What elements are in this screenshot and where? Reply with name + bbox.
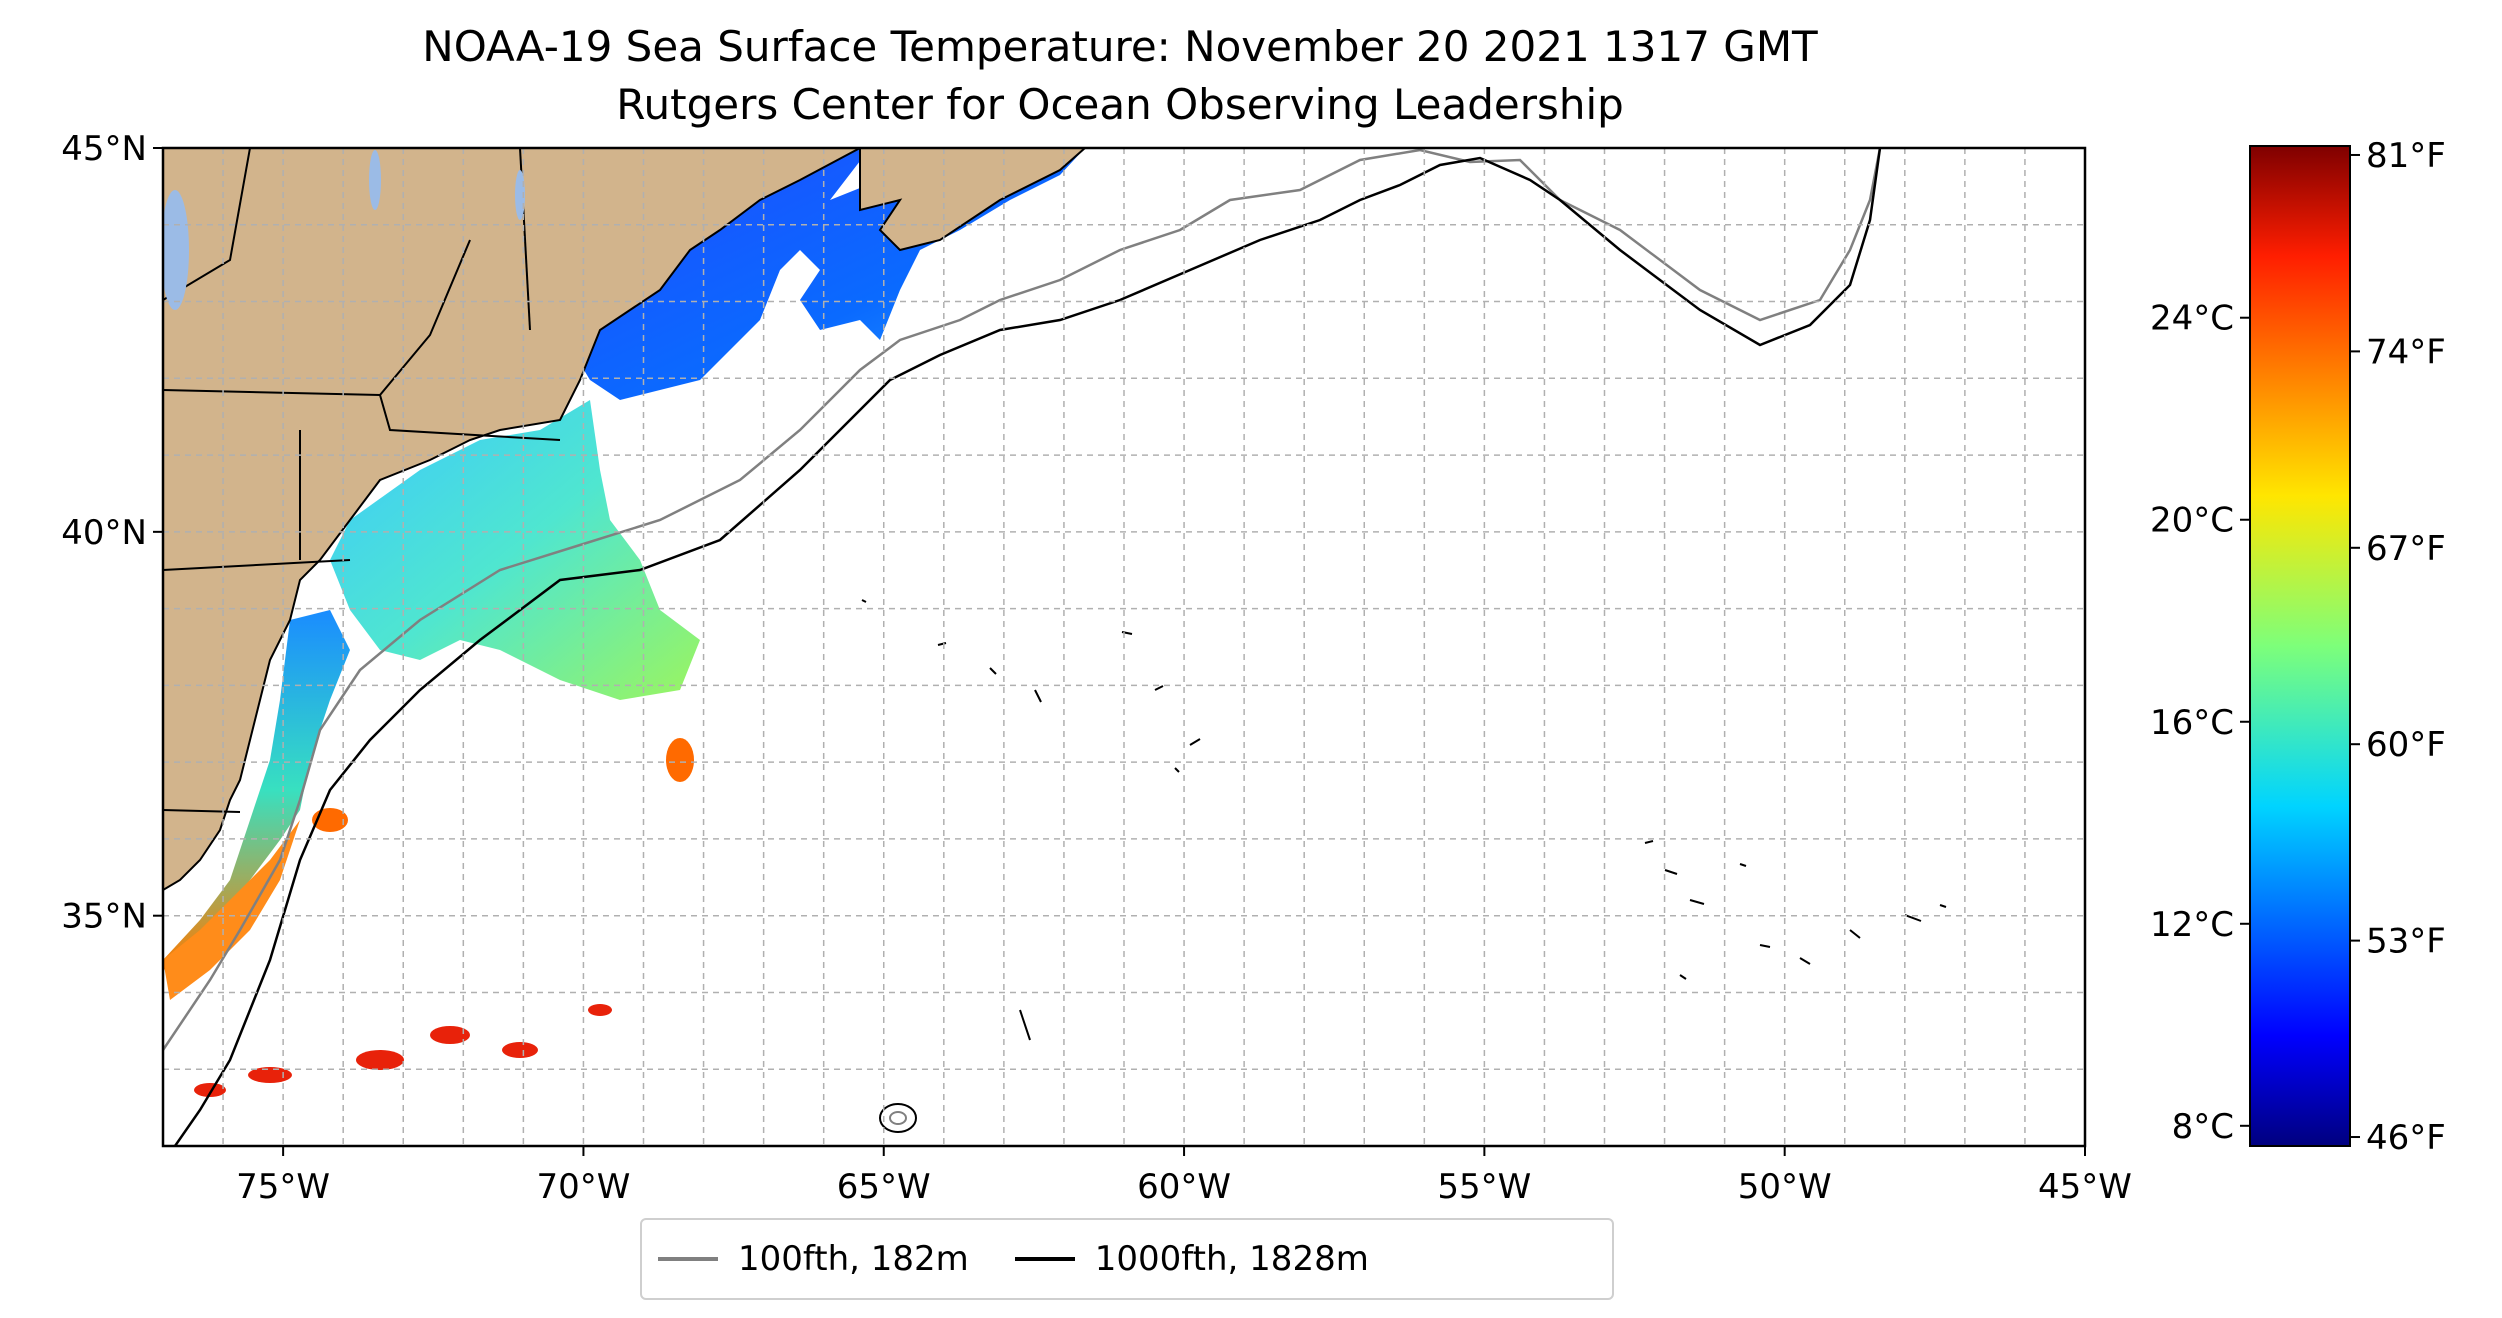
fahrenheit-tick-label: 81°F: [2366, 136, 2446, 176]
celsius-tick-label: 12°C: [2150, 905, 2234, 945]
fahrenheit-tick-label: 74°F: [2366, 332, 2446, 372]
colorbar-gradient: [2249, 145, 2351, 1147]
sst-mid-atlantic-shelf: [330, 400, 700, 700]
map-title: NOAA-19 Sea Surface Temperature: Novembe…: [422, 22, 1818, 71]
lon-tick-label: 55°W: [1437, 1167, 1531, 1207]
legend-item-100fth: 100fth, 182m: [658, 1239, 969, 1279]
fahrenheit-tick-label: 67°F: [2366, 529, 2446, 569]
lat-tick-label: 40°N: [61, 513, 147, 553]
sst-warm-patches: [194, 738, 694, 1097]
fahrenheit-tick-label: 60°F: [2366, 725, 2446, 765]
celsius-tick-label: 16°C: [2150, 703, 2234, 743]
isobath-100fth: [163, 148, 1882, 1051]
lon-tick-label: 45°W: [2038, 1167, 2132, 1207]
legend-line-black: [1014, 1257, 1075, 1261]
land-north-america: [163, 148, 861, 892]
state-borders: [163, 148, 561, 813]
lon-tick-labels: 75°W 70°W 65°W 60°W 55°W 50°W 45°W: [236, 1146, 2132, 1207]
celsius-tick-label: 8°C: [2172, 1107, 2234, 1147]
legend: 100fth, 182m 1000fth, 1828m: [640, 1218, 1614, 1300]
fahrenheit-ticks: 81°F 74°F 67°F 60°F 53°F 46°F: [2350, 136, 2446, 1158]
map-border: [161, 146, 2087, 1148]
lat-tick-label: 35°N: [61, 897, 147, 937]
fahrenheit-tick-label: 53°F: [2366, 922, 2446, 962]
lakes: [163, 150, 525, 310]
legend-item-1000fth: 1000fth, 1828m: [1014, 1239, 1369, 1279]
graticule: [163, 148, 2085, 1146]
lon-tick-label: 50°W: [1738, 1167, 1832, 1207]
lon-tick-label: 75°W: [236, 1167, 330, 1207]
colorbar: 24°C 20°C 16°C 12°C 8°C 81°F 74°F 67°F 60°F 53°F…: [2150, 136, 2446, 1158]
lat-tick-labels: 45°N 40°N 35°N: [61, 129, 163, 937]
map-subtitle: Rutgers Center for Ocean Observing Leade…: [616, 80, 1624, 129]
legend-label-100fth: 100fth, 182m: [738, 1239, 969, 1279]
celsius-tick-label: 20°C: [2150, 501, 2234, 541]
lon-tick-label: 60°W: [1137, 1167, 1231, 1207]
sst-southeast-shelf: [163, 610, 350, 970]
legend-line-gray: [658, 1257, 718, 1261]
celsius-ticks: 24°C 20°C 16°C 12°C 8°C: [2150, 299, 2250, 1147]
sst-cape-hatteras-warm: [163, 820, 300, 1000]
fahrenheit-tick-label: 46°F: [2366, 1118, 2446, 1158]
lon-tick-label: 70°W: [536, 1167, 630, 1207]
seamount-contours: [861, 599, 1947, 1133]
isobath-1000fth: [173, 148, 1882, 1146]
legend-label-1000fth: 1000fth, 1828m: [1094, 1239, 1369, 1279]
map-frame: 75°W 70°W 65°W 60°W 55°W 50°W 45°W 45°N 40°N 35°…: [61, 129, 2132, 1207]
celsius-tick-label: 24°C: [2150, 299, 2234, 339]
lat-tick-label: 45°N: [61, 129, 147, 169]
lon-tick-label: 65°W: [837, 1167, 931, 1207]
